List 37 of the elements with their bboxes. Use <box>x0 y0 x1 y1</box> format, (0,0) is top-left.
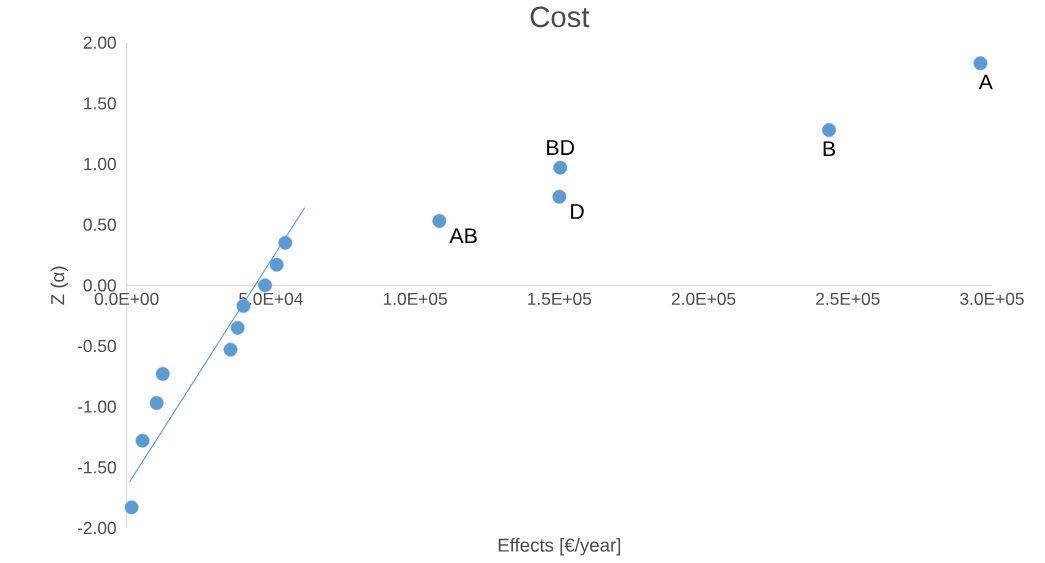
x-tick-label: 1.5E+05 <box>528 292 592 305</box>
y-tick-label: 0.50 <box>83 218 116 231</box>
y-tick-label: -1.00 <box>77 400 116 413</box>
chart-title: Cost <box>530 6 590 28</box>
point <box>278 235 293 250</box>
x-tick-label: 0.0E+00 <box>94 292 159 305</box>
point <box>149 396 164 410</box>
y-tick-label: 2.00 <box>83 36 116 49</box>
point <box>124 500 139 515</box>
x-tick-label: 2.5E+05 <box>816 292 880 305</box>
annotation: A <box>978 74 993 90</box>
x-tick-label: 3.0E+05 <box>960 292 1024 305</box>
y-tick-label: 0.00 <box>83 279 116 292</box>
point <box>135 433 150 448</box>
point <box>269 257 284 272</box>
x-tick-label: 1.0E+05 <box>383 292 447 305</box>
x-axis-title: Effects [€/year] <box>498 538 621 556</box>
annotation: AB <box>449 228 477 244</box>
point <box>552 189 567 204</box>
y-tick-label: -2.00 <box>77 521 116 535</box>
annotation: D <box>571 204 584 219</box>
annotation: BD <box>547 140 574 155</box>
point <box>973 56 988 71</box>
point <box>822 123 836 137</box>
x-tick-label: 2.0E+05 <box>671 292 736 305</box>
y-tick-label: 1.50 <box>84 97 116 110</box>
point <box>553 160 568 175</box>
point <box>223 342 238 357</box>
y-tick-label: 1.00 <box>84 157 116 171</box>
y-tick-label: -0.50 <box>77 339 116 353</box>
point <box>230 320 245 335</box>
point <box>432 214 447 228</box>
point <box>155 366 170 381</box>
point <box>258 278 273 293</box>
y-tick-label: -1.50 <box>77 461 116 474</box>
annotation: B <box>823 141 836 157</box>
y-axis-title: Z (α) <box>50 266 68 305</box>
